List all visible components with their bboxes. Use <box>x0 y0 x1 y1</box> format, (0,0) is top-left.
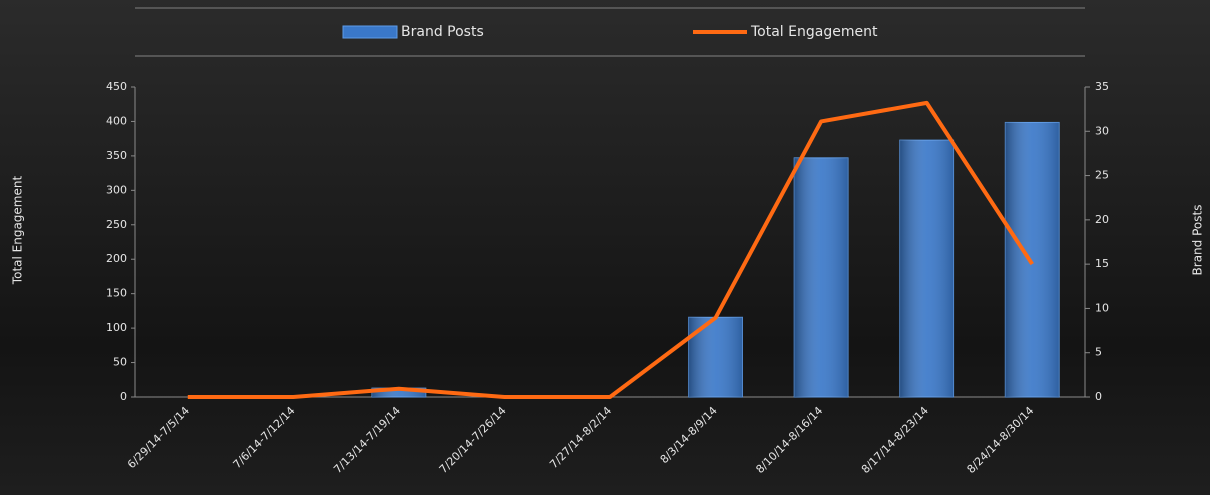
y-tick-label: 0 <box>120 390 127 403</box>
y-tick-label: 350 <box>106 149 127 162</box>
y-tick-label: 200 <box>106 252 127 265</box>
y2-tick-label: 35 <box>1095 80 1109 93</box>
legend-label: Total Engagement <box>750 24 878 40</box>
y2-tick-label: 5 <box>1095 346 1102 359</box>
y2-tick-label: 15 <box>1095 257 1109 270</box>
bar-sheen <box>899 140 954 397</box>
y-tick-label: 100 <box>106 321 127 334</box>
y-axis-title: Total Engagement <box>11 176 25 286</box>
legend-swatch <box>342 25 398 39</box>
y2-tick-label: 25 <box>1095 169 1109 182</box>
bar-sheen <box>1005 122 1060 397</box>
legend-label: Brand Posts <box>401 24 484 40</box>
y-tick-label: 400 <box>106 114 127 127</box>
y2-tick-label: 20 <box>1095 213 1109 226</box>
bar-sheen <box>371 388 426 397</box>
line <box>187 100 1034 399</box>
y2-tick-label: 10 <box>1095 301 1109 314</box>
bar-sheen <box>688 317 743 397</box>
y2-tick-label: 0 <box>1095 390 1102 403</box>
y2-tick-label: 30 <box>1095 124 1109 137</box>
y-tick-label: 250 <box>106 218 127 231</box>
y-tick-label: 150 <box>106 287 127 300</box>
bar-sheen <box>794 157 849 397</box>
y-tick-label: 50 <box>113 356 127 369</box>
y2-axis-title: Brand Posts <box>1191 205 1205 276</box>
y-tick-label: 450 <box>106 80 127 93</box>
y-tick-label: 300 <box>106 183 127 196</box>
